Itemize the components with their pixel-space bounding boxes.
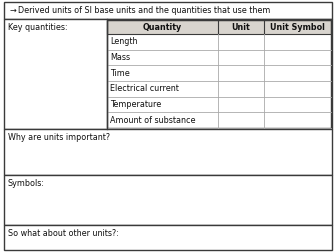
Text: Unit Symbol: Unit Symbol: [270, 22, 325, 32]
Text: Amount of substance: Amount of substance: [110, 116, 196, 125]
Bar: [4, 2, 332, 19]
Text: Why are units important?: Why are units important?: [8, 133, 110, 142]
Text: Mass: Mass: [110, 53, 130, 62]
Text: Temperature: Temperature: [110, 100, 161, 109]
Text: Derived units of SI base units and the quantities that use them: Derived units of SI base units and the q…: [18, 6, 270, 15]
Bar: [107, 20, 331, 34]
Text: Key quantities:: Key quantities:: [8, 23, 68, 32]
Bar: [4, 129, 332, 175]
Text: Quantity: Quantity: [143, 22, 182, 32]
Text: Unit: Unit: [232, 22, 250, 32]
Text: Symbols:: Symbols:: [8, 179, 45, 188]
Bar: [107, 20, 331, 128]
Bar: [4, 225, 332, 250]
Text: →: →: [10, 6, 17, 15]
Bar: [4, 19, 332, 129]
Text: Time: Time: [110, 69, 130, 78]
Text: So what about other units?:: So what about other units?:: [8, 229, 119, 238]
Bar: [4, 175, 332, 225]
Text: Electrical current: Electrical current: [110, 84, 179, 93]
Text: Length: Length: [110, 37, 137, 46]
